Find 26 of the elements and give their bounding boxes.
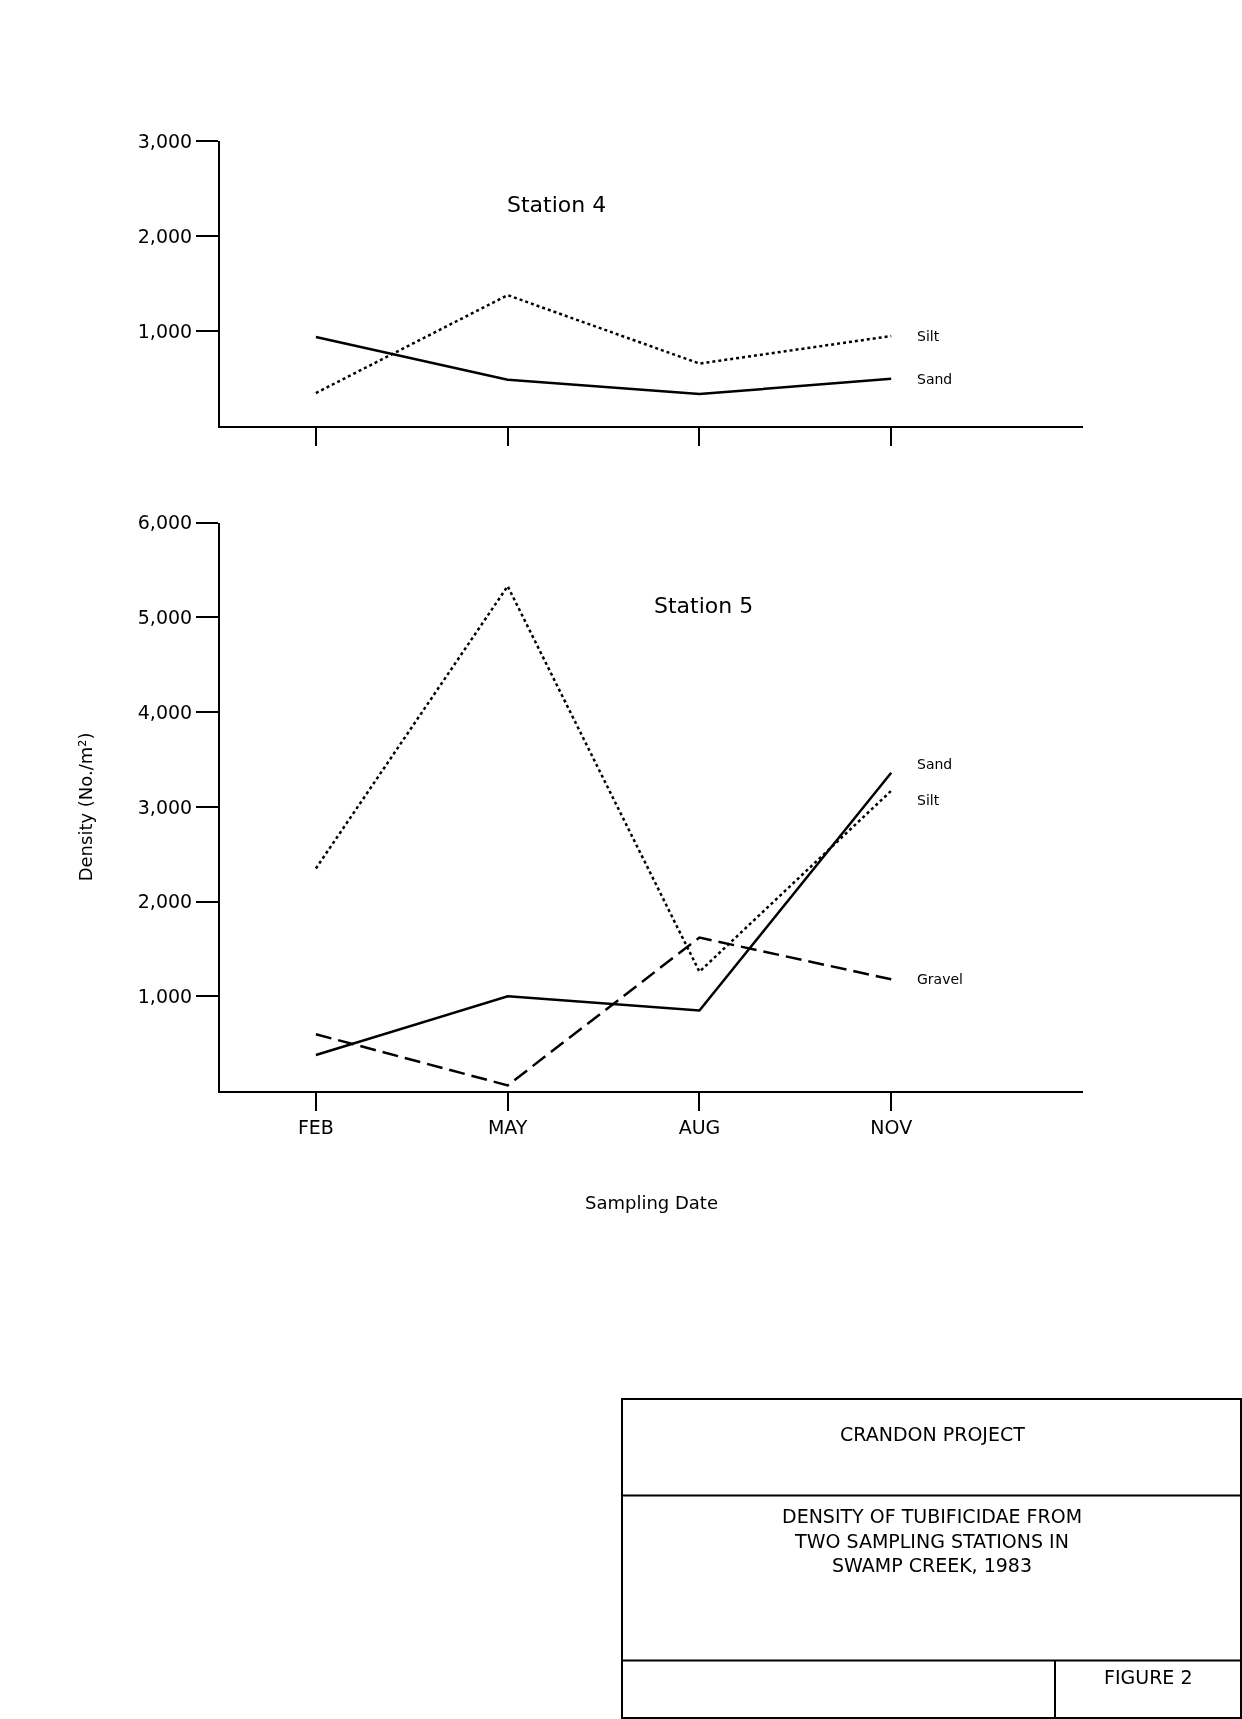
y-tick-label: 4,000 [137, 700, 193, 723]
y-tick-label: 5,000 [137, 606, 193, 629]
y-axis-title: Density (No./m²) [75, 732, 97, 882]
text: Station 4 [507, 192, 607, 217]
text: DENSITY OF TUBIFICIDAE FROM TWO SAMPLING STATIONS IN SWAMP CREEK, 1983 [782, 1505, 1083, 1577]
x-axis-title: Sampling Date [585, 1192, 718, 1214]
text: Station 5 [654, 593, 754, 618]
series-label: Silt [917, 328, 940, 344]
x-tick-label: AUG [678, 1115, 721, 1138]
x-tick-label: MAY [487, 1115, 528, 1138]
y-tick-label: 3,000 [137, 129, 193, 152]
y-tick-label: 2,000 [137, 890, 193, 913]
y-tick-label: 1,000 [137, 319, 193, 342]
series-label: Sand [917, 371, 953, 387]
x-tick-label: NOV [870, 1115, 913, 1138]
x-tick-label: FEB [297, 1115, 334, 1138]
y-tick-label: 2,000 [137, 224, 193, 247]
text: CRANDON PROJECT [840, 1423, 1026, 1445]
line-series [314, 293, 893, 395]
y-tick-label: 6,000 [137, 511, 193, 534]
y-tick-label: 1,000 [137, 984, 193, 1007]
series-label: Silt [917, 792, 940, 808]
y-tick-label: 3,000 [137, 795, 193, 818]
caption: FIGURE 2 [1104, 1666, 1193, 1688]
series-label: Gravel [917, 971, 963, 987]
series-label: Sand [917, 756, 953, 772]
